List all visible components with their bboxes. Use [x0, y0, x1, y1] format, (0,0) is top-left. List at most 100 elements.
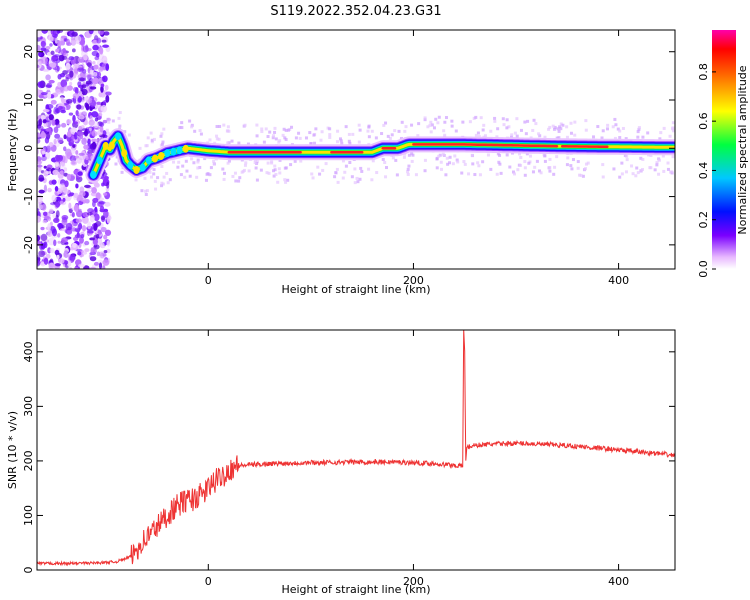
spectrogram-speckle: [272, 174, 276, 178]
spectrogram-speckle: [592, 135, 596, 139]
spectrogram-speckle: [410, 152, 414, 156]
spectrogram-speckle: [118, 124, 122, 128]
spectrogram-speckle: [641, 135, 645, 139]
spectrogram-blob: [176, 146, 183, 155]
spectrogram-speckle: [281, 133, 285, 137]
spectrogram-noise-cell: [90, 143, 96, 151]
spectrogram-noise-cell: [76, 157, 83, 164]
spectrogram-speckle: [156, 176, 160, 180]
spectrogram-noise-cell: [105, 91, 112, 96]
spectrogram-noise-cell: [97, 30, 105, 36]
spectrogram-speckle: [406, 172, 410, 176]
spectrogram-speckle: [553, 165, 557, 169]
spectrogram-speckle: [499, 171, 503, 175]
spectrogram-speckle: [180, 121, 184, 125]
spectrogram-speckle: [426, 125, 430, 129]
spectrogram-speckle: [309, 142, 313, 146]
spectrogram-speckle: [655, 163, 659, 167]
spectrogram-speckle: [255, 160, 259, 164]
spectrogram-noise-cell: [76, 131, 84, 136]
spectrogram-noise-cell: [40, 91, 48, 96]
spectrogram-speckle: [172, 160, 176, 164]
spectrogram-noise-cell: [60, 35, 65, 44]
spectrogram-speckle: [657, 158, 661, 162]
spectrogram-noise-cell: [47, 223, 51, 232]
spectrogram-noise-cell: [68, 202, 72, 210]
spectrogram-noise-cell: [70, 160, 78, 166]
spectrogram-speckle: [386, 134, 390, 138]
spectrogram-speckle: [423, 169, 427, 173]
spectrogram-speckle: [625, 154, 629, 158]
spectrogram-speckle: [478, 173, 482, 177]
spectrogram-speckle: [532, 118, 536, 122]
spectrogram-noise-cell: [63, 146, 67, 152]
spectrogram-speckle: [446, 162, 450, 166]
spectrogram-speckle: [671, 121, 675, 125]
spectrogram-noise-cell: [104, 84, 109, 91]
spectrogram-noise-cell: [57, 137, 64, 143]
spectrogram-noise-cell: [91, 111, 99, 118]
spectrogram-speckle: [195, 175, 199, 179]
spectrogram-speckle: [380, 132, 384, 136]
spectrogram-speckle: [212, 159, 216, 163]
spectrogram-blob: [108, 141, 115, 150]
spectrogram-speckle: [145, 144, 149, 148]
spectrogram-speckle: [255, 134, 259, 138]
spectrogram-speckle: [543, 135, 547, 139]
spectrogram-noise-cell: [55, 48, 60, 53]
spectrogram-speckle: [444, 116, 448, 120]
spectrogram-noise-cell: [73, 192, 79, 199]
spectrogram-noise-cell: [38, 94, 44, 99]
spectrogram-speckle: [266, 161, 270, 165]
spectrogram-speckle: [584, 162, 588, 166]
spectrogram-noise-cell: [93, 122, 99, 129]
spectrogram-blob: [139, 163, 146, 172]
spectrogram-ylabel: Frequency (Hz): [6, 109, 19, 192]
spectrogram-noise-cell: [89, 86, 97, 90]
spectrogram-speckle: [429, 130, 433, 134]
spectrogram-speckle: [160, 132, 164, 136]
spectrogram-noise-cell: [37, 138, 41, 144]
spectrogram-noise-cell: [88, 97, 93, 104]
spectrogram-noise-cell: [60, 109, 66, 114]
spectrogram-noise-cell: [37, 88, 41, 97]
spectrogram-noise-cell: [102, 265, 106, 269]
spectrogram-noise-cell: [61, 99, 68, 104]
spectrogram-noise-cell: [46, 84, 51, 88]
spectrogram-noise-cell: [61, 237, 68, 243]
spectrogram-noise-cell: [38, 51, 42, 57]
spectrogram-speckle: [334, 171, 338, 175]
spectrogram-speckle: [393, 129, 397, 133]
spectrogram-noise-cell: [90, 247, 95, 255]
spectrogram-speckle: [445, 156, 449, 160]
spectrogram-speckle: [367, 124, 371, 128]
spectrogram-speckle: [476, 131, 480, 135]
spectrogram-noise-cell: [100, 105, 108, 113]
spectrogram-noise-cell: [95, 192, 101, 200]
spectrogram-speckle: [584, 119, 588, 123]
colorbar-tick-label: 0.0: [697, 260, 710, 278]
spectrogram-noise-cell: [95, 233, 100, 239]
spectrogram-speckle: [149, 131, 153, 135]
snr-xtick-label: 400: [608, 575, 629, 588]
spectrogram-speckle: [341, 176, 345, 180]
spectrogram-speckle: [519, 128, 523, 132]
spectrogram-speckle: [198, 129, 202, 133]
spectrogram-speckle: [350, 175, 354, 179]
spectrogram-noise-cell: [99, 122, 105, 127]
spectrogram-noise-cell: [93, 261, 99, 266]
spectrogram-speckle: [270, 161, 274, 165]
spectrogram-speckle: [531, 128, 535, 132]
spectrogram-noise-cell: [57, 240, 61, 244]
spectrogram-noise-cell: [102, 192, 108, 196]
spectrogram-speckle: [310, 172, 314, 176]
spectrogram-noise-cell: [72, 242, 77, 248]
spectrogram-speckle: [670, 170, 674, 174]
spectrogram-speckle: [606, 123, 610, 127]
spectrogram-noise-cell: [69, 254, 76, 262]
spectrogram-speckle: [461, 120, 465, 124]
spectrogram-speckle: [565, 125, 569, 129]
spectrogram-speckle: [508, 165, 512, 169]
spectrogram-noise-cell: [65, 77, 69, 82]
